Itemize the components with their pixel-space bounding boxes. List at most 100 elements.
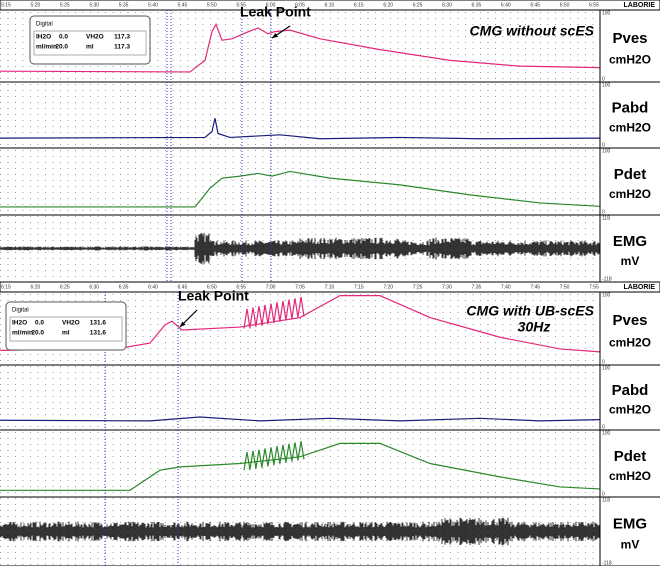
time-label: 7:45 — [530, 284, 540, 290]
scale-top: 100 — [602, 82, 611, 88]
channel-unit: cmH2O — [609, 335, 651, 349]
digital-cell: VH2O — [86, 34, 104, 41]
time-label: 7:55 — [589, 284, 599, 290]
time-label: 7:40 — [501, 284, 511, 290]
channel-unit: mV — [621, 537, 640, 551]
digital-cell: ml — [62, 330, 70, 337]
digital-cell: 131.6 — [90, 330, 107, 337]
time-label: 6:25 — [60, 284, 70, 290]
time-label: 5:55 — [236, 2, 246, 8]
scale-top: 100 — [602, 292, 611, 298]
scale-top: 100 — [602, 365, 611, 371]
scale-bottom: 0 — [602, 359, 605, 365]
scale-bottom: 0 — [602, 142, 605, 148]
channel-unit: cmH2O — [609, 187, 651, 201]
scale-bottom: -118 — [602, 276, 612, 282]
leak-point-arrowhead — [180, 321, 186, 327]
scale-top: 100 — [602, 10, 611, 16]
channel-name: Pabd — [612, 382, 649, 399]
channel-name: EMG — [613, 516, 647, 533]
time-label: 5:45 — [178, 2, 188, 8]
channel-name: Pves — [612, 312, 647, 329]
time-label: 6:20 — [383, 2, 393, 8]
scale-bottom: -118 — [602, 560, 612, 566]
time-label: 6:45 — [530, 2, 540, 8]
time-label: 6:45 — [178, 284, 188, 290]
time-label: 5:15 — [1, 2, 11, 8]
channel-unit: mV — [621, 254, 640, 268]
time-label: 6:35 — [472, 2, 482, 8]
time-label: 7:30 — [442, 284, 452, 290]
time-label: 6:50 — [207, 284, 217, 290]
time-label: 6:40 — [501, 2, 511, 8]
trace — [0, 22, 601, 73]
trace — [0, 416, 601, 422]
time-label: 7:35 — [472, 284, 482, 290]
time-label: 7:00 — [266, 284, 276, 290]
time-label: 7:50 — [560, 284, 570, 290]
trace — [0, 170, 601, 208]
channel-unit: cmH2O — [609, 120, 651, 134]
digital-cell: ml/min — [12, 330, 33, 337]
time-label: 7:10 — [325, 284, 335, 290]
digital-cell: IH2O — [36, 34, 51, 41]
time-label: 6:35 — [119, 284, 129, 290]
time-label: 6:55 — [236, 284, 246, 290]
channel-grid — [0, 148, 600, 215]
channel-grid — [0, 430, 600, 497]
time-label: 7:25 — [413, 284, 423, 290]
time-label: 5:25 — [60, 2, 70, 8]
scale-top: 100 — [602, 148, 611, 154]
digital-cell: 0.0 — [59, 34, 68, 41]
time-label: 6:00 — [266, 2, 276, 8]
leak-point-label: Leak Point — [240, 4, 311, 20]
digital-cell: ml — [86, 44, 94, 51]
ruler-label: LABORIE — [624, 284, 656, 291]
ruler-label: LABORIE — [624, 2, 656, 9]
channel-name: Pves — [612, 30, 647, 47]
scale-bottom: 0 — [602, 209, 605, 215]
time-label: 5:20 — [31, 2, 41, 8]
channel-unit: cmH2O — [609, 53, 651, 67]
panel-title: CMG with UB-scES — [466, 303, 594, 319]
digital-title: Digital — [36, 22, 53, 28]
time-label: 6:50 — [560, 2, 570, 8]
digital-cell: ml/min — [36, 44, 57, 51]
digital-cell: 117.3 — [114, 34, 130, 41]
panel-title: 30Hz — [518, 319, 551, 335]
channel-name: Pdet — [614, 448, 647, 465]
channel-name: Pabd — [612, 99, 649, 116]
time-label: 5:50 — [207, 2, 217, 8]
time-label: 6:30 — [442, 2, 452, 8]
panel-title: CMG without scES — [470, 23, 595, 39]
time-label: 6:30 — [89, 284, 99, 290]
trace — [0, 442, 601, 491]
digital-cell: 117.3 — [114, 44, 130, 51]
time-label: 6:10 — [325, 2, 335, 8]
oscillation — [243, 441, 305, 471]
time-label: 5:40 — [148, 2, 158, 8]
time-label: 6:40 — [148, 284, 158, 290]
time-label: 7:05 — [295, 284, 305, 290]
channel-unit: cmH2O — [609, 469, 651, 483]
time-label: 6:05 — [295, 2, 305, 8]
time-label: 6:15 — [1, 284, 11, 290]
channel-name: Pdet — [614, 166, 647, 183]
digital-cell: 0.0 — [35, 320, 44, 327]
digital-inner — [9, 316, 123, 342]
digital-cell: 131.6 — [90, 320, 107, 327]
time-label: 7:20 — [383, 284, 393, 290]
trace — [0, 118, 601, 140]
time-label: 6:20 — [31, 284, 41, 290]
scale-top: 118 — [602, 497, 610, 503]
digital-title: Digital — [12, 308, 29, 314]
leak-point-label: Leak Point — [178, 288, 249, 304]
time-label: 7:15 — [354, 284, 364, 290]
digital-cell: 20.0 — [55, 44, 68, 51]
trace — [0, 295, 601, 353]
digital-cell: 20.0 — [31, 330, 44, 337]
scale-bottom: 0 — [602, 491, 605, 497]
digital-inner — [33, 30, 147, 56]
scale-bottom: 0 — [602, 76, 605, 82]
